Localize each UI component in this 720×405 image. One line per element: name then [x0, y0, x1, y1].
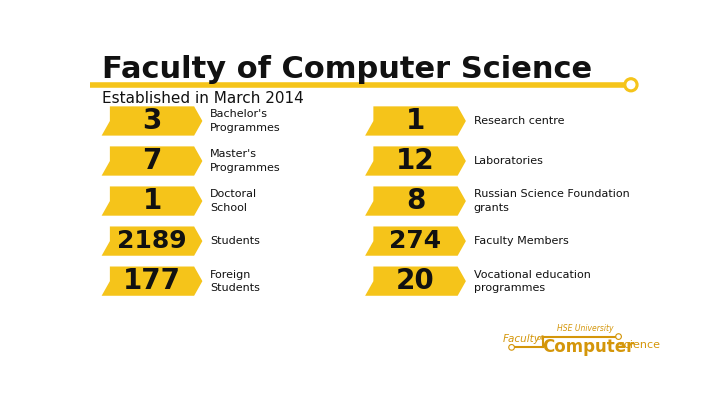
- Text: HSE University: HSE University: [557, 324, 613, 333]
- Polygon shape: [365, 226, 466, 256]
- Polygon shape: [365, 107, 466, 136]
- Text: Faculty: Faculty: [503, 333, 541, 343]
- Polygon shape: [102, 146, 202, 176]
- Text: Master's
Programmes: Master's Programmes: [210, 149, 281, 173]
- Polygon shape: [102, 107, 202, 136]
- Text: Computer: Computer: [543, 338, 635, 356]
- Text: 20: 20: [396, 267, 435, 295]
- Text: 1: 1: [143, 187, 161, 215]
- Text: Research centre: Research centre: [474, 116, 564, 126]
- Circle shape: [624, 78, 638, 92]
- Polygon shape: [365, 146, 466, 176]
- Text: Doctoral
School: Doctoral School: [210, 190, 257, 213]
- Text: 274: 274: [390, 229, 441, 253]
- Polygon shape: [102, 266, 202, 296]
- Text: science: science: [618, 341, 660, 350]
- Polygon shape: [365, 186, 466, 216]
- Text: Bachelor's
Programmes: Bachelor's Programmes: [210, 109, 281, 132]
- Polygon shape: [102, 186, 202, 216]
- Polygon shape: [102, 226, 202, 256]
- Text: 8: 8: [406, 187, 426, 215]
- Circle shape: [627, 81, 635, 89]
- Text: 12: 12: [396, 147, 435, 175]
- Text: Laboratories: Laboratories: [474, 156, 544, 166]
- Text: Russian Science Foundation
grants: Russian Science Foundation grants: [474, 190, 629, 213]
- Text: of: of: [536, 335, 543, 341]
- Text: Faculty of Computer Science: Faculty of Computer Science: [102, 55, 592, 84]
- Circle shape: [616, 334, 621, 339]
- Text: Established in March 2014: Established in March 2014: [102, 91, 303, 106]
- Text: Foreign
Students: Foreign Students: [210, 270, 260, 293]
- Text: 7: 7: [143, 147, 162, 175]
- Circle shape: [509, 345, 514, 350]
- Text: 2189: 2189: [117, 229, 186, 253]
- Text: Vocational education
programmes: Vocational education programmes: [474, 270, 590, 293]
- Polygon shape: [365, 266, 466, 296]
- Text: 1: 1: [406, 107, 425, 135]
- Text: 177: 177: [123, 267, 181, 295]
- Text: Faculty Members: Faculty Members: [474, 236, 568, 246]
- Text: Students: Students: [210, 236, 260, 246]
- Circle shape: [510, 346, 513, 349]
- Text: 3: 3: [143, 107, 162, 135]
- Circle shape: [617, 335, 620, 338]
